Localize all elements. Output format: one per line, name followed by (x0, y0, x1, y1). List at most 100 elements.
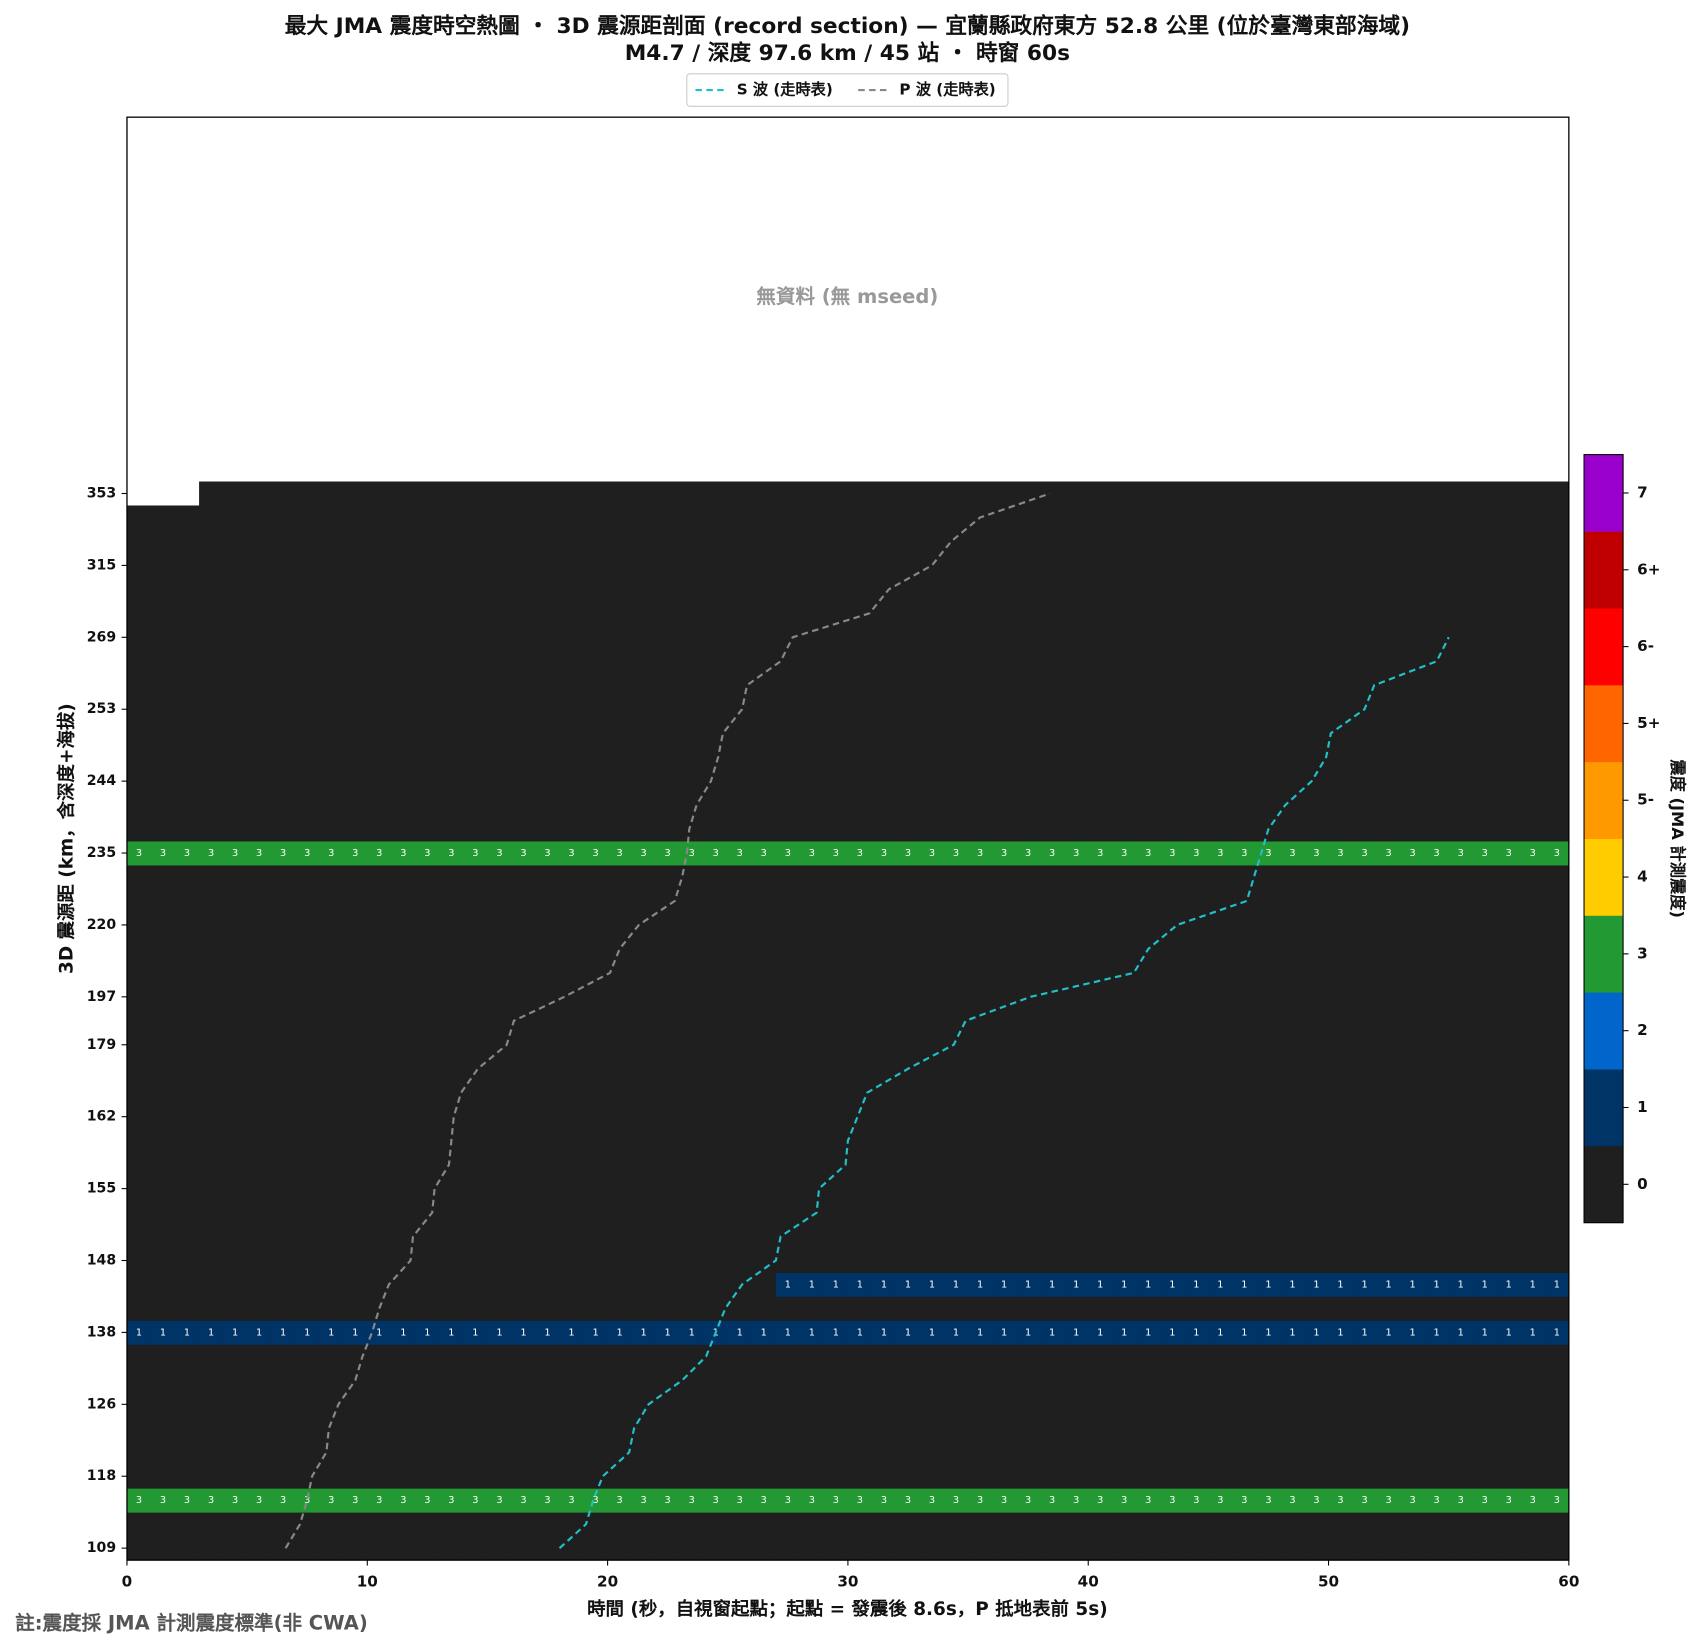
heatmap-cell (1040, 721, 1065, 746)
heatmap-cell (1040, 1248, 1065, 1273)
heatmap-cell (439, 1536, 464, 1561)
heatmap-cell (151, 984, 176, 1010)
heatmap-cell (1544, 1200, 1570, 1225)
heatmap-cell (799, 1056, 825, 1082)
heatmap-cell (439, 1416, 464, 1441)
heatmap-cell (1520, 1536, 1546, 1561)
heatmap-cell (1496, 1440, 1522, 1465)
heatmap-cell (895, 1296, 921, 1321)
heatmap-cell (1520, 1248, 1546, 1273)
heatmap-cell (775, 1056, 801, 1082)
heatmap-cell (1016, 1512, 1041, 1537)
heatmap-cell (631, 553, 657, 578)
colorbar-swatch (1584, 915, 1624, 993)
cell-label: 1 (1217, 1279, 1223, 1290)
heatmap-cell (295, 1152, 320, 1178)
heatmap-cell (295, 649, 320, 674)
heatmap-cell (847, 769, 873, 794)
heatmap-cell (679, 625, 705, 650)
heatmap-cell (751, 1320, 777, 1345)
heatmap-cell (727, 1464, 753, 1489)
heatmap-cell (415, 1440, 440, 1465)
heatmap-cell (968, 841, 993, 866)
heatmap-cell (775, 601, 801, 626)
heatmap-cell (391, 769, 416, 794)
heatmap-cell (775, 1344, 801, 1369)
heatmap-cell (799, 769, 825, 794)
heatmap-cell (559, 888, 585, 914)
heatmap-cell (944, 721, 969, 746)
heatmap-cell (607, 649, 633, 674)
heatmap-cell (511, 1272, 536, 1297)
heatmap-cell (487, 1104, 512, 1130)
heatmap-cell (775, 481, 801, 506)
heatmap-cell (655, 793, 681, 818)
heatmap-cell (944, 745, 969, 770)
heatmap-cell (1256, 1392, 1281, 1417)
cell-label: 1 (1097, 1279, 1103, 1290)
heatmap-cell (319, 888, 344, 914)
cell-label: 3 (448, 1495, 454, 1506)
heatmap-cell (295, 601, 320, 626)
heatmap-cell (1544, 1224, 1570, 1249)
heatmap-cell (823, 1416, 849, 1441)
heatmap-cell (1232, 601, 1257, 626)
heatmap-cell (1256, 1224, 1281, 1249)
heatmap-cell (1400, 912, 1426, 938)
heatmap-cell (559, 553, 585, 578)
heatmap-cell (175, 1368, 200, 1393)
heatmap-cell (1256, 1344, 1281, 1369)
heatmap-cell (151, 1224, 176, 1249)
heatmap-cell (631, 1152, 657, 1178)
heatmap-cell (1136, 1464, 1161, 1489)
heatmap-cell (415, 1152, 440, 1178)
heatmap-cell (367, 673, 392, 698)
heatmap-cell (535, 817, 560, 842)
heatmap-cell (559, 960, 585, 986)
heatmap-cell (319, 936, 344, 962)
heatmap-cell (920, 1224, 945, 1249)
heatmap-cell (295, 577, 320, 602)
heatmap-cell (1208, 481, 1233, 506)
heatmap-cell (1424, 577, 1450, 602)
heatmap-cell (895, 649, 921, 674)
cell-label: 3 (977, 1495, 983, 1506)
cell-label: 1 (665, 1327, 671, 1338)
heatmap-cell (271, 1056, 296, 1082)
heatmap-cell (1304, 1056, 1329, 1082)
heatmap-cell (583, 1320, 609, 1345)
x-tick-label: 20 (597, 1572, 618, 1590)
heatmap-cell (871, 1536, 897, 1561)
heatmap-cell (1472, 481, 1498, 506)
heatmap-cell (1256, 649, 1281, 674)
heatmap-cell (1328, 481, 1354, 506)
heatmap-cell (1016, 793, 1041, 818)
heatmap-cell (271, 1416, 296, 1441)
heatmap-cell (1064, 1272, 1089, 1297)
heatmap-cell (823, 481, 849, 506)
heatmap-cell (295, 1056, 320, 1082)
heatmap-cell (126, 1440, 152, 1465)
cell-label: 1 (785, 1327, 791, 1338)
heatmap-cell (1376, 1416, 1402, 1441)
heatmap-cell (1544, 817, 1570, 842)
heatmap-cell (895, 721, 921, 746)
heatmap-cell (847, 529, 873, 554)
heatmap-cell (895, 912, 921, 938)
heatmap-cell (175, 1512, 200, 1537)
heatmap-cell (1064, 841, 1089, 866)
heatmap-cell (1208, 529, 1233, 554)
x-tick-label: 40 (1078, 1572, 1099, 1590)
heatmap-cell (799, 817, 825, 842)
heatmap-cell (1520, 649, 1546, 674)
heatmap-cell (703, 1176, 729, 1202)
heatmap-cell (175, 1008, 200, 1034)
heatmap-cell (823, 936, 849, 962)
heatmap-cell (271, 601, 296, 626)
cell-label: 1 (424, 1327, 430, 1338)
heatmap-cell (1496, 1344, 1522, 1369)
heatmap-cell (1400, 577, 1426, 602)
heatmap-cell (1400, 1440, 1426, 1465)
heatmap-cell (799, 841, 825, 866)
heatmap-cell (1544, 1392, 1570, 1417)
